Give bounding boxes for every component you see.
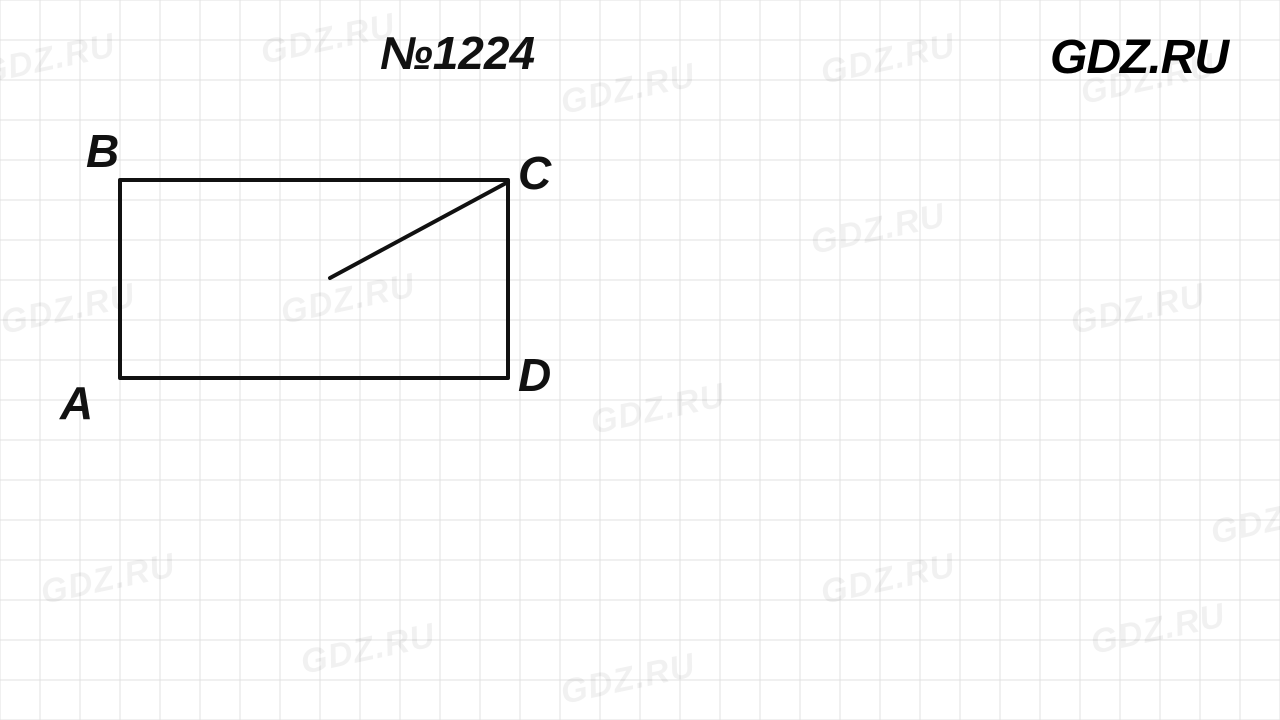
- vertex-label-c: C: [518, 150, 551, 196]
- inner-segment: [330, 182, 508, 278]
- vertex-label-b: B: [86, 128, 119, 174]
- vertex-label-d: D: [518, 352, 551, 398]
- shape-layer: [120, 180, 508, 378]
- problem-number: №1224: [380, 30, 535, 76]
- rectangle-abcd: [120, 180, 508, 378]
- vertex-label-a: A: [60, 380, 93, 426]
